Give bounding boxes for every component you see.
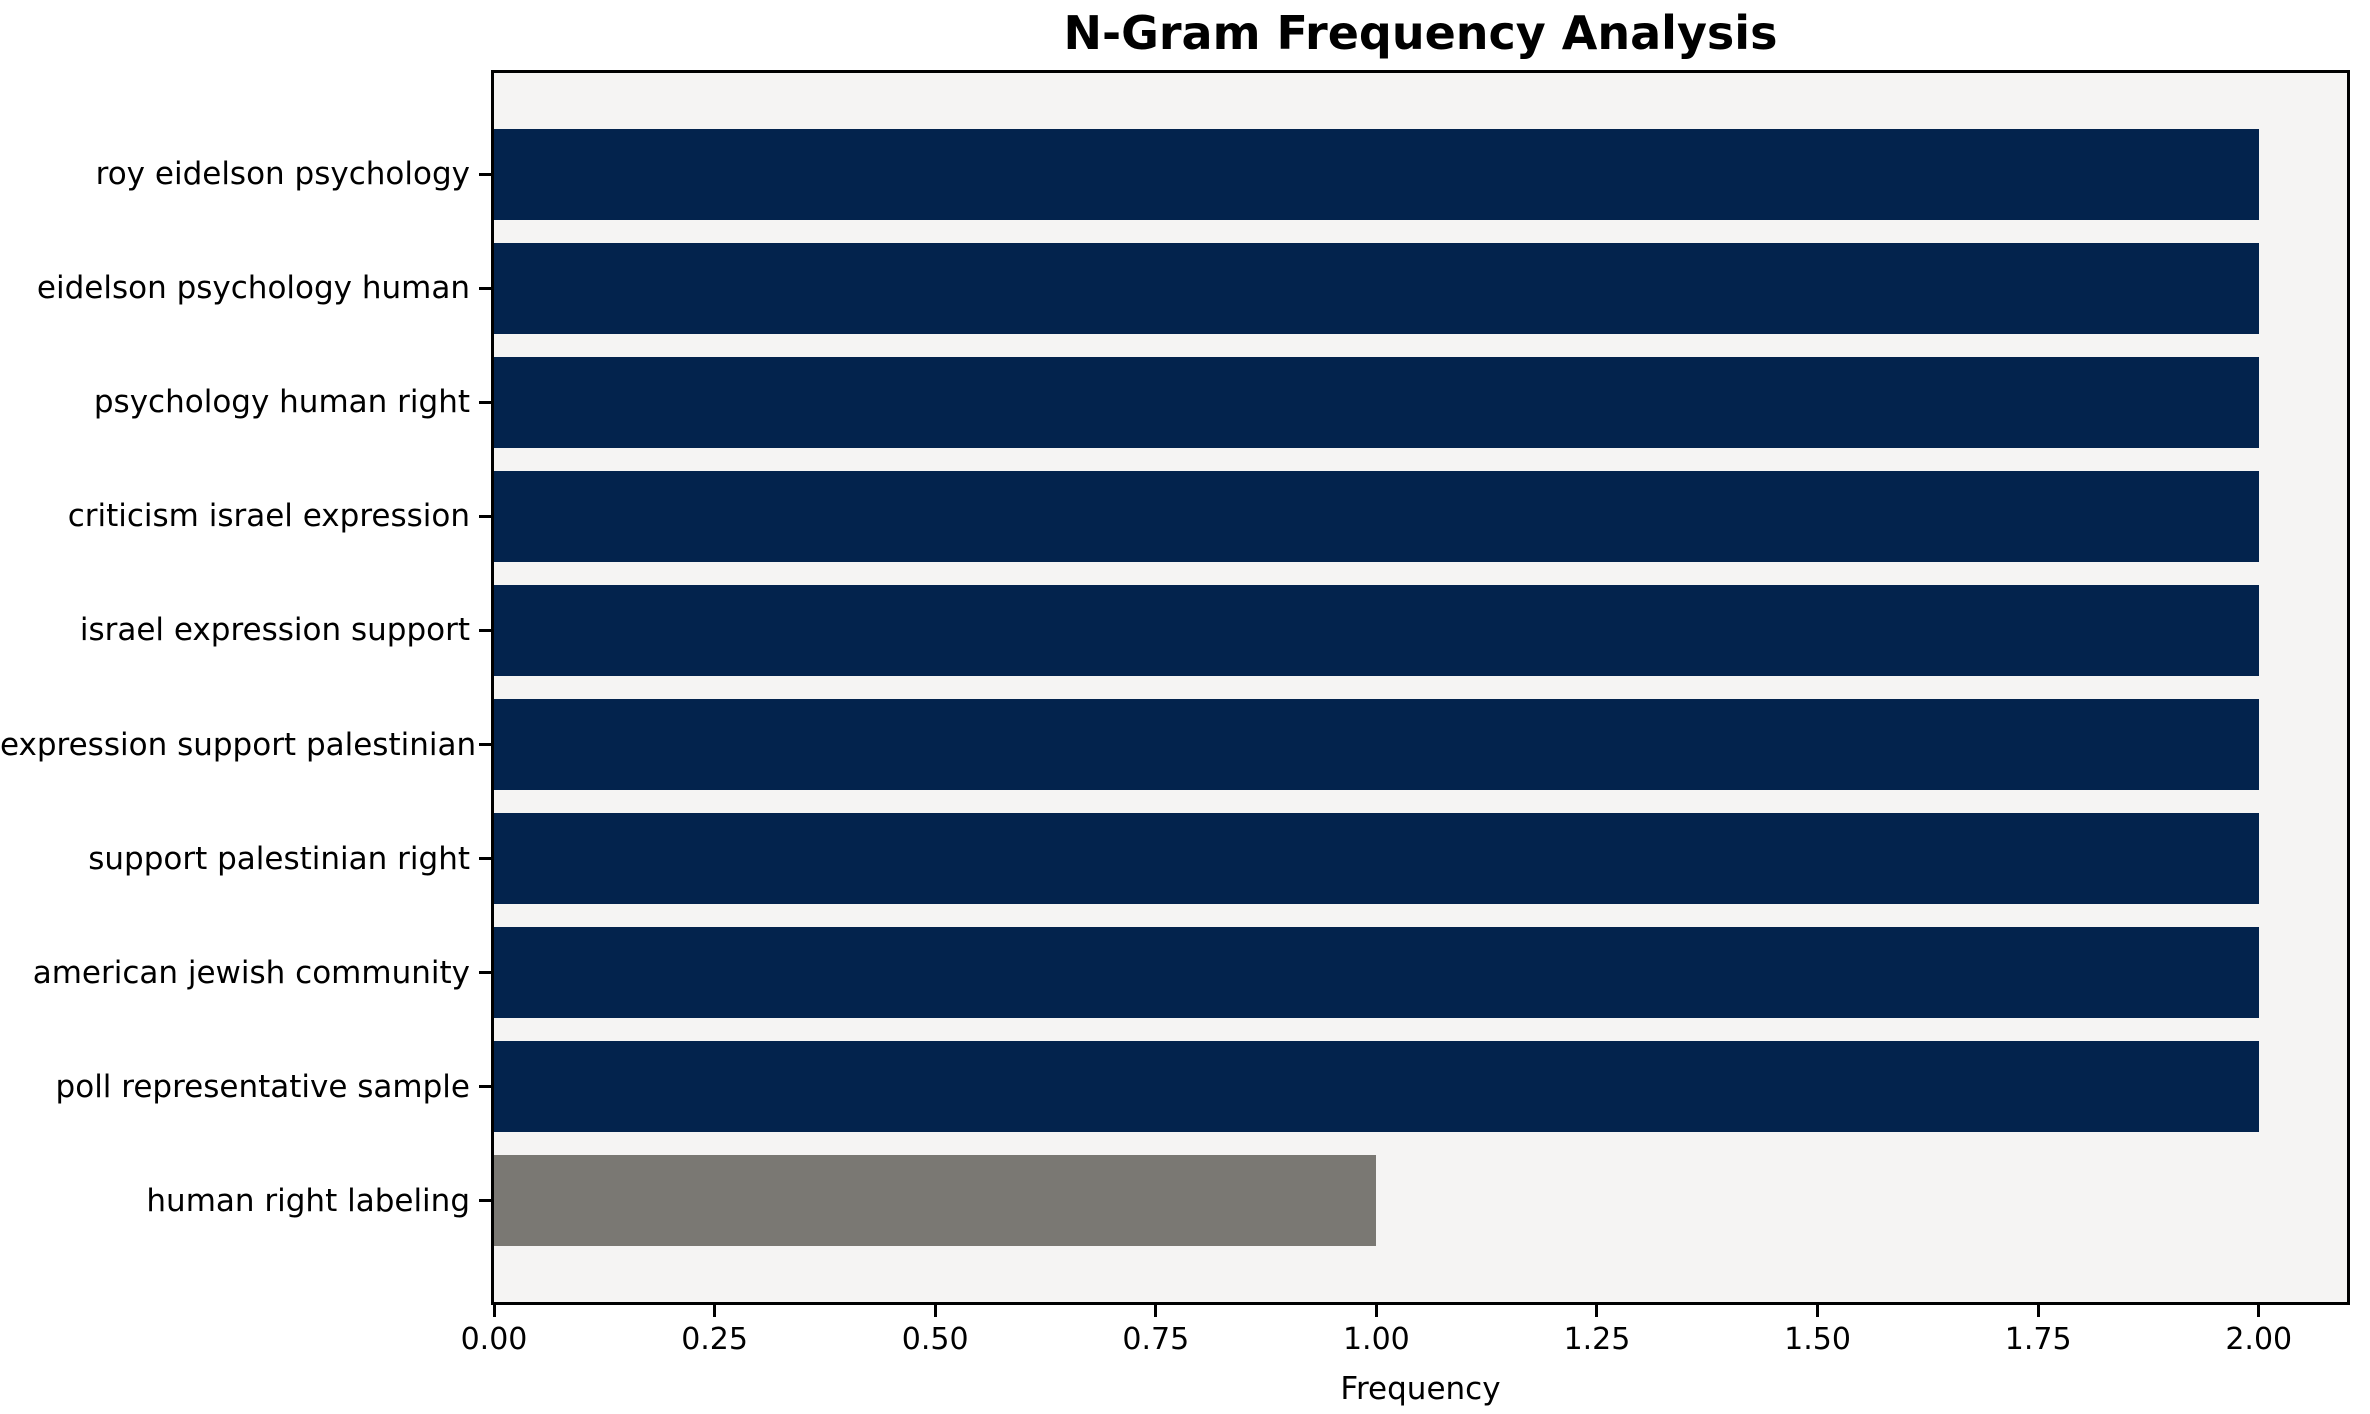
y-tick-mark	[479, 172, 491, 176]
y-tick-label: israel expression support	[79, 612, 470, 649]
x-tick-mark	[713, 1305, 717, 1317]
x-tick-label: 0.25	[681, 1322, 748, 1357]
x-tick-label: 1.25	[1563, 1322, 1631, 1357]
y-tick-label: support palestinian right	[88, 840, 470, 877]
y-tick-mark	[479, 286, 491, 290]
y-tick-mark	[479, 400, 491, 404]
x-tick-mark	[2257, 1305, 2261, 1317]
bar-american-jewish-community	[494, 926, 2259, 1019]
bar-human-right-labeling	[494, 1154, 1377, 1247]
bar-psychology-human-right	[494, 356, 2259, 449]
y-tick-label: american jewish community	[32, 954, 470, 991]
x-tick-mark	[2036, 1305, 2040, 1317]
y-tick-mark	[479, 514, 491, 518]
x-tick-label: 1.75	[2004, 1322, 2072, 1357]
y-tick-label: criticism israel expression	[67, 498, 470, 535]
x-tick-mark	[492, 1305, 496, 1317]
bar-roy-eidelson-psychology	[494, 128, 2259, 221]
y-tick-mark	[479, 971, 491, 975]
y-tick-mark	[479, 857, 491, 860]
y-axis-labels: roy eidelson psychology eidelson psycholo…	[0, 0, 477, 1414]
x-tick-mark	[1816, 1305, 1820, 1317]
y-tick-label: psychology human right	[93, 384, 470, 421]
y-tick-label: eidelson psychology human	[36, 270, 470, 307]
y-tick-mark	[479, 743, 491, 746]
y-tick-mark	[479, 1085, 491, 1089]
y-tick-label: roy eidelson psychology	[95, 156, 470, 193]
bar-expression-support-palestinian	[494, 698, 2259, 791]
x-tick-label: 1.00	[1342, 1322, 1410, 1357]
x-tick-mark	[933, 1305, 937, 1317]
y-tick-label: human right labeling	[146, 1182, 470, 1219]
y-tick-label: poll representative sample	[55, 1068, 470, 1105]
x-tick-mark	[1595, 1305, 1599, 1317]
bar-criticism-israel-expression	[494, 470, 2259, 563]
x-tick-label: 2.00	[2225, 1322, 2293, 1357]
x-tick-mark	[1154, 1305, 1158, 1317]
chart-title: N-Gram Frequency Analysis	[1063, 6, 1778, 60]
x-axis-title: Frequency	[1340, 1371, 1501, 1407]
plot-area	[491, 70, 2350, 1305]
x-tick-label: 1.50	[1784, 1322, 1851, 1357]
bar-eidelson-psychology-human	[494, 242, 2259, 335]
x-tick-mark	[1374, 1305, 1378, 1317]
bar-support-palestinian-right	[494, 812, 2259, 905]
x-tick-label: 0.00	[460, 1322, 528, 1357]
x-tick-label: 0.75	[1122, 1322, 1190, 1357]
y-tick-mark	[479, 628, 491, 632]
bar-poll-representative-sample	[494, 1040, 2259, 1133]
y-tick-label: expression support palestinian	[0, 726, 477, 763]
y-tick-mark	[479, 1199, 491, 1203]
bar-israel-expression-support	[494, 584, 2259, 677]
x-tick-label: 0.50	[901, 1322, 969, 1357]
